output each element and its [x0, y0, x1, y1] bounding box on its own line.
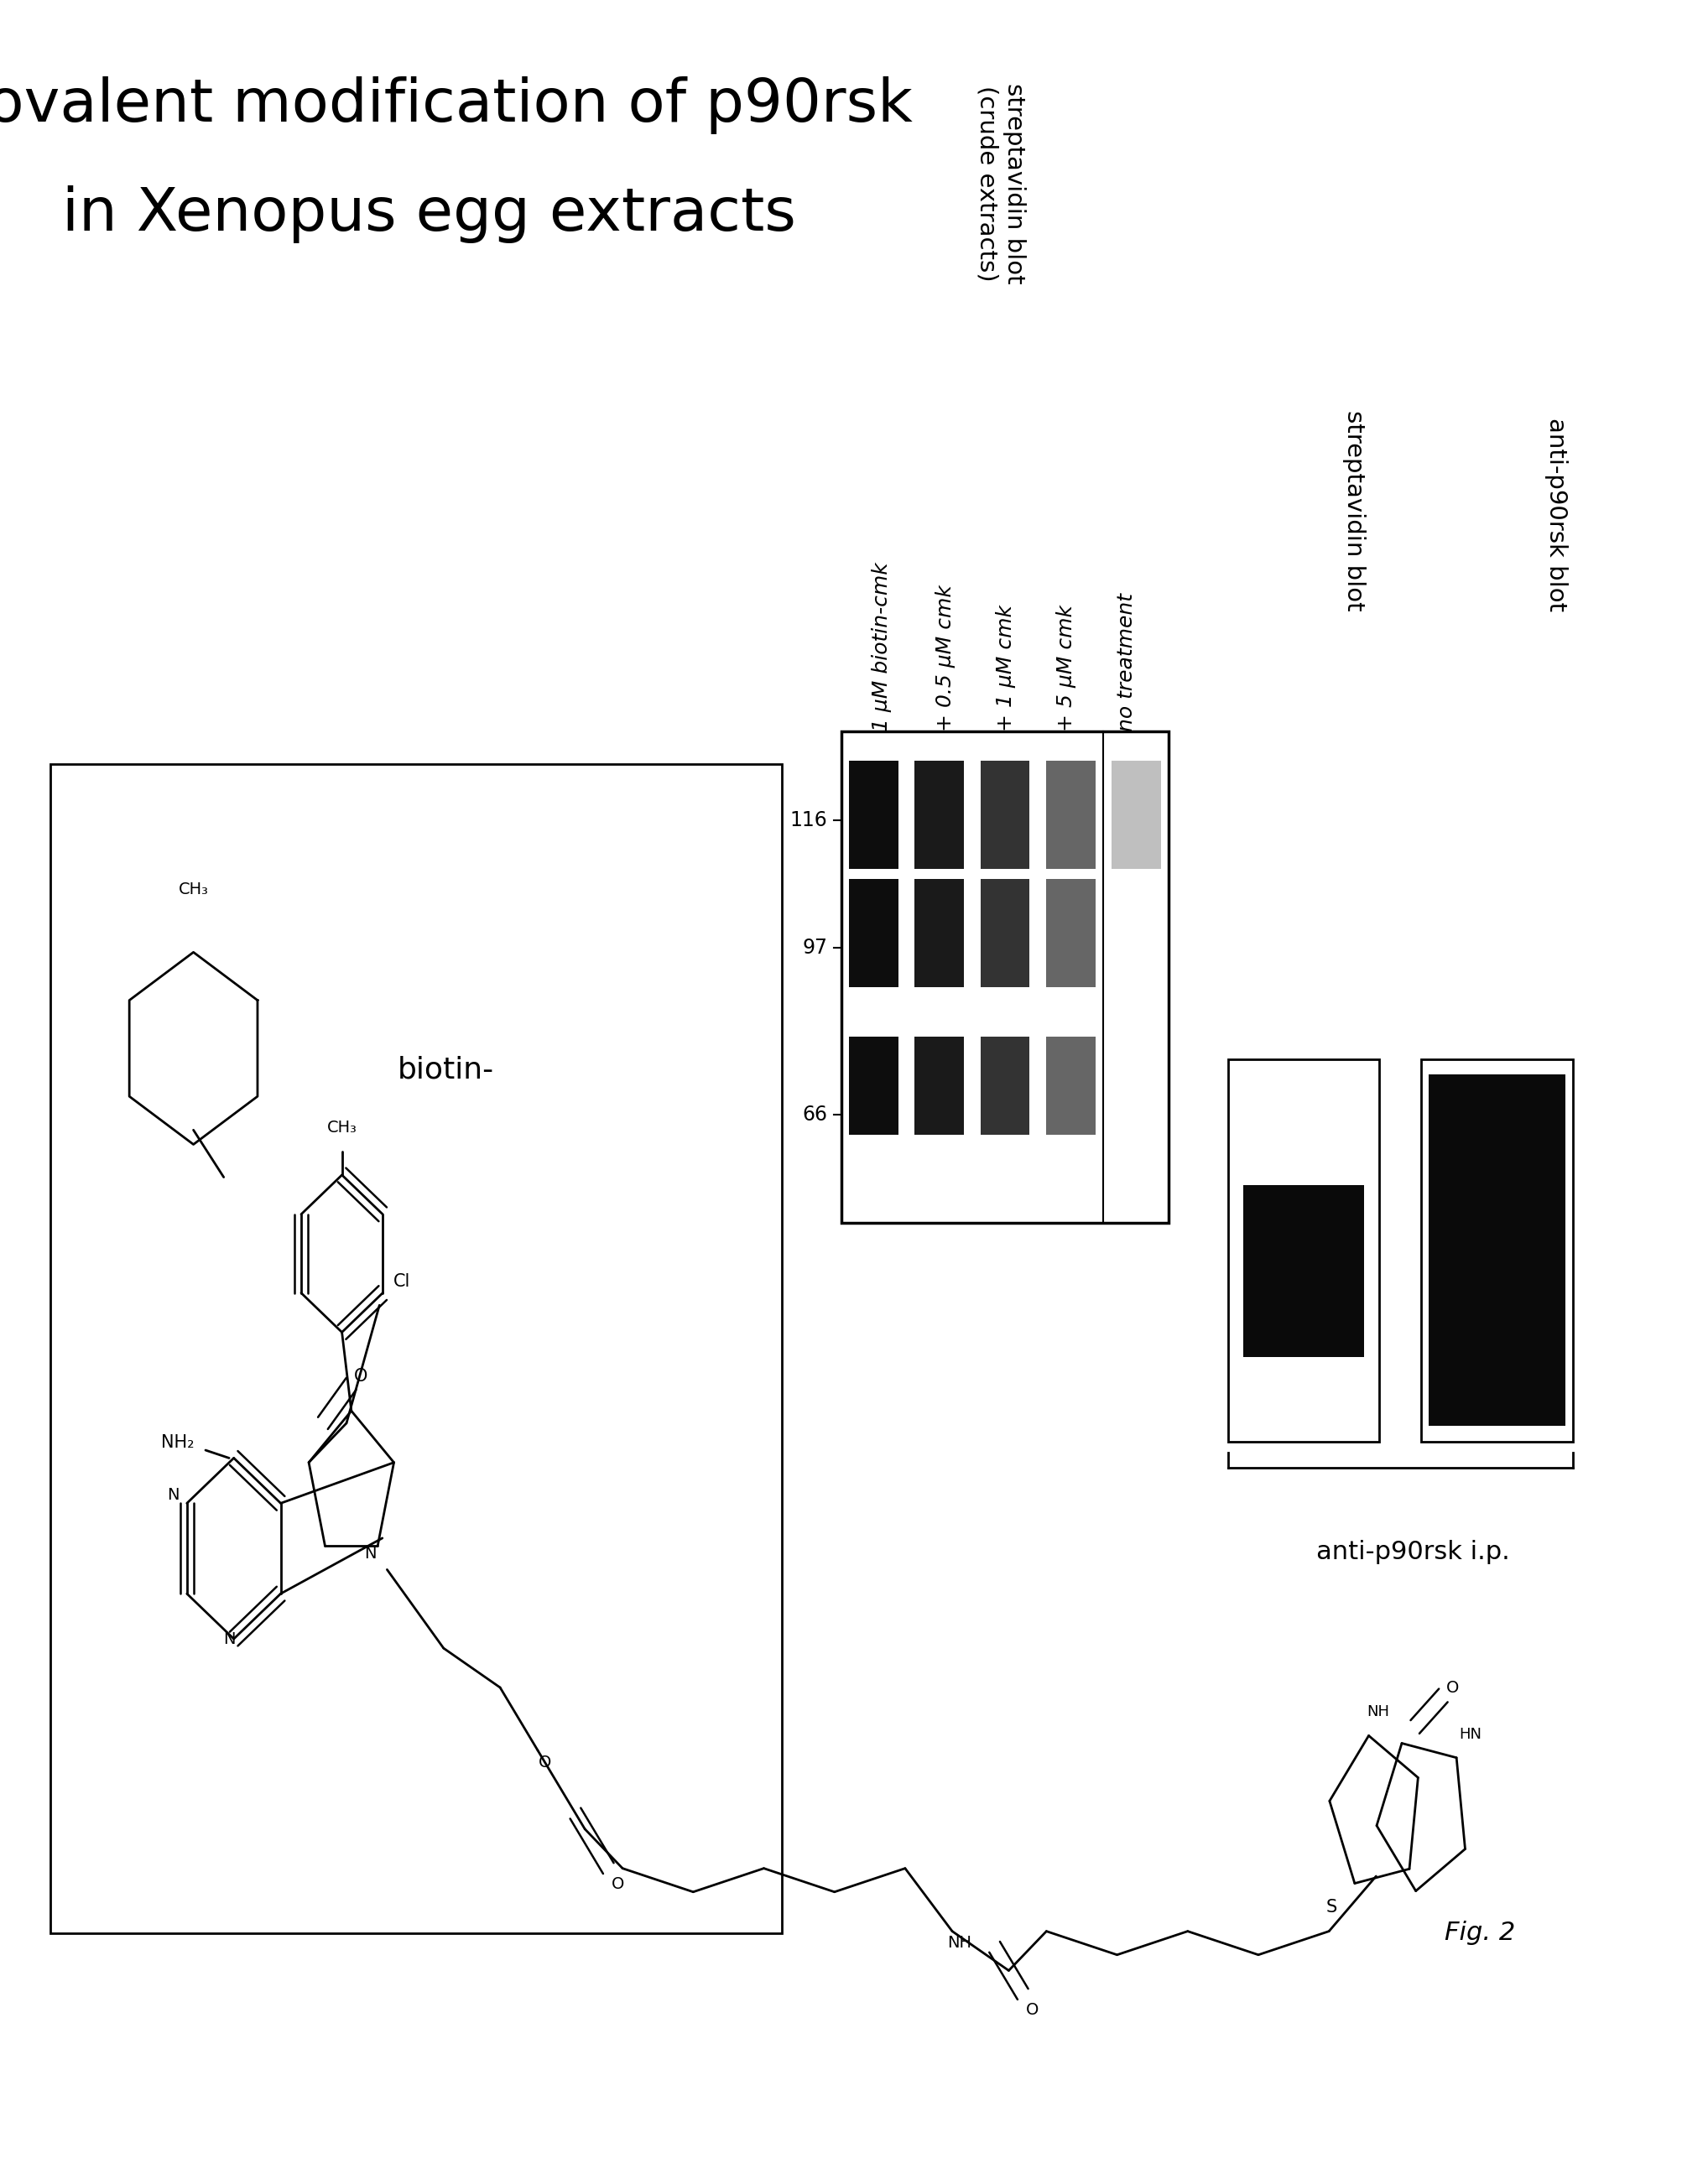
Text: 97: 97: [802, 937, 828, 959]
Text: + 0.5 μM cmk: + 0.5 μM cmk: [935, 585, 955, 732]
Bar: [915, 762, 964, 869]
Bar: [1421, 1059, 1573, 1441]
Text: O: O: [1447, 1679, 1458, 1695]
Text: O: O: [611, 1876, 624, 1891]
Text: 1 μM biotin-cmk: 1 μM biotin-cmk: [871, 563, 891, 732]
Text: anti-p90rsk i.p.: anti-p90rsk i.p.: [1315, 1540, 1510, 1564]
Bar: [1228, 1059, 1379, 1441]
Text: NH: NH: [1367, 1704, 1389, 1719]
Text: biotin-: biotin-: [397, 1055, 495, 1085]
Text: N: N: [365, 1546, 377, 1562]
Bar: [1428, 1075, 1564, 1426]
Bar: [50, 764, 782, 1933]
Text: CH₃: CH₃: [178, 882, 209, 898]
Bar: [981, 878, 1029, 987]
Text: CH₃: CH₃: [326, 1120, 357, 1136]
Bar: [915, 878, 964, 987]
Bar: [1046, 1037, 1095, 1136]
Text: + 5 μM cmk: + 5 μM cmk: [1056, 605, 1076, 732]
Text: no treatment: no treatment: [1117, 594, 1137, 732]
Text: NH₂: NH₂: [161, 1435, 193, 1450]
Text: O: O: [1026, 2003, 1039, 2018]
Text: O: O: [538, 1754, 552, 1771]
Text: N: N: [224, 1631, 235, 1647]
Text: + 1 μM cmk: + 1 μM cmk: [996, 605, 1016, 732]
Text: Cl: Cl: [394, 1273, 410, 1291]
Bar: [915, 1037, 964, 1136]
Bar: [849, 1037, 898, 1136]
Text: in Xenopus egg extracts: in Xenopus egg extracts: [62, 186, 796, 242]
Bar: [841, 732, 1169, 1223]
Text: 116: 116: [791, 810, 828, 830]
Bar: [849, 878, 898, 987]
Text: N: N: [167, 1487, 178, 1503]
Text: Fig. 2: Fig. 2: [1445, 1920, 1515, 1946]
Text: anti-p90rsk blot: anti-p90rsk blot: [1544, 417, 1568, 612]
Text: O: O: [353, 1367, 367, 1385]
Bar: [1243, 1186, 1364, 1356]
Bar: [1046, 878, 1095, 987]
Text: S: S: [1325, 1898, 1337, 1915]
Text: HN: HN: [1460, 1728, 1482, 1741]
Text: 66: 66: [802, 1105, 828, 1125]
Text: streptavidin blot: streptavidin blot: [1342, 411, 1366, 612]
Bar: [981, 762, 1029, 869]
Bar: [981, 1037, 1029, 1136]
Text: Covalent modification of p90rsk: Covalent modification of p90rsk: [0, 76, 913, 133]
Bar: [849, 762, 898, 869]
Bar: [1046, 762, 1095, 869]
Bar: [1112, 762, 1161, 869]
Text: NH: NH: [947, 1935, 972, 1950]
Text: streptavidin blot
(crude extracts): streptavidin blot (crude extracts): [976, 83, 1026, 284]
